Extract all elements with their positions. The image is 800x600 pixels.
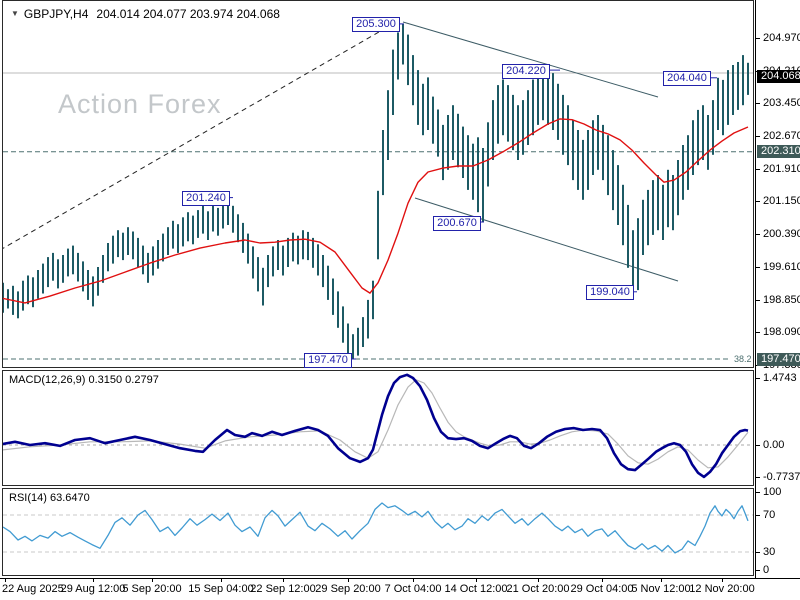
- price-annotation-label[interactable]: 204.040: [663, 71, 711, 87]
- macd-tick-label: 0.00: [763, 439, 785, 451]
- time-tick-label: 29 Oct 04:00: [570, 583, 634, 595]
- time-tick-label: 29 Aug 12:00: [60, 583, 126, 595]
- level-lines: 38.2: [3, 72, 753, 364]
- rsi-line: [3, 502, 749, 554]
- rsi-tick-label: 70: [763, 509, 776, 521]
- price-tick-label: 200.390: [763, 228, 800, 240]
- time-tick: [93, 579, 94, 582]
- axis-tick: [756, 570, 760, 571]
- axis-tick: [756, 332, 760, 333]
- axis-tick: [756, 38, 760, 39]
- time-tick-label: 29 Sep 20:00: [315, 583, 381, 595]
- macd-indicator-label: MACD(12,26,9) 0.3150 0.2797: [9, 374, 159, 386]
- trendlines: [3, 20, 679, 282]
- rsi-panel[interactable]: RSI(14) 63.6470: [2, 488, 754, 576]
- price-axis[interactable]: 204.970204.210203.450202.670201.910201.1…: [755, 0, 800, 578]
- price-annotation-label[interactable]: 199.040: [586, 285, 634, 301]
- time-tick-label: 21 Oct 20:00: [506, 583, 570, 595]
- watermark: Action Forex: [58, 89, 222, 119]
- price-annotation-label[interactable]: 201.240: [182, 191, 230, 207]
- time-tick: [722, 579, 723, 582]
- axis-tick: [756, 300, 760, 301]
- time-tick: [5, 579, 6, 582]
- moving-average-line: [3, 118, 749, 304]
- descending-trendline[interactable]: [414, 197, 679, 282]
- macd-signal-line: [3, 379, 749, 469]
- price-tick-label: 202.670: [763, 130, 800, 142]
- time-tick-label: 7 Oct 04:00: [384, 583, 442, 595]
- time-tick: [221, 579, 222, 582]
- axis-tick: [756, 365, 760, 366]
- price-annotation-label[interactable]: 197.470: [304, 352, 352, 368]
- ascending-dashed-trendline[interactable]: [3, 20, 399, 250]
- price-tick-label: 204.970: [763, 32, 800, 44]
- time-tick-label: 15 Sep 04:00: [188, 583, 254, 595]
- time-tick: [538, 579, 539, 582]
- axis-tick: [756, 103, 760, 104]
- time-tick-label: 22 Aug 2025: [2, 583, 64, 595]
- time-tick: [476, 579, 477, 582]
- time-tick: [602, 579, 603, 582]
- time-axis[interactable]: 22 Aug 2025 29 Aug 12:00 5 Sep 20:00 15 Sep…: [0, 578, 800, 600]
- macd-tick-label: 1.4743: [763, 372, 797, 384]
- axis-tick: [756, 552, 760, 553]
- rsi-tick-label: 100: [763, 486, 782, 498]
- axis-tick: [756, 267, 760, 268]
- time-tick: [661, 579, 662, 582]
- price-annotation-label[interactable]: 205.300: [352, 17, 400, 33]
- rsi-canvas[interactable]: [3, 489, 753, 575]
- time-tick-label: 5 Sep 20:00: [122, 583, 182, 595]
- descending-trendline[interactable]: [402, 21, 659, 98]
- time-tick: [413, 579, 414, 582]
- axis-tick: [756, 515, 760, 516]
- price-badge: 204.068: [757, 70, 800, 84]
- time-tick-label: 14 Oct 12:00: [444, 583, 508, 595]
- price-tick-label: 198.850: [763, 294, 800, 306]
- macd-main-line: [3, 373, 749, 479]
- price-tick-label: 198.090: [763, 326, 800, 338]
- time-tick-label: 22 Sep 12:00: [250, 583, 316, 595]
- time-tick: [152, 579, 153, 582]
- time-tick: [348, 579, 349, 582]
- axis-tick: [756, 201, 760, 202]
- symbol-timeframe-label: GBPJPY,H4: [23, 7, 89, 21]
- macd-canvas[interactable]: [3, 371, 753, 485]
- price-tick-label: 203.450: [763, 97, 800, 109]
- axis-tick: [756, 378, 760, 379]
- axis-tick: [756, 169, 760, 170]
- price-annotation-label[interactable]: 204.220: [502, 63, 550, 79]
- time-tick-label: 12 Nov 20:00: [689, 583, 755, 595]
- axis-tick: [756, 492, 760, 493]
- price-chart-canvas[interactable]: 38.2: [3, 1, 753, 367]
- axis-tick: [756, 234, 760, 235]
- price-tick-label: 201.150: [763, 195, 800, 207]
- price-tick-label: 199.610: [763, 261, 800, 273]
- time-tick: [283, 579, 284, 582]
- price-badge: 197.470: [757, 352, 800, 366]
- rsi-tick-label: 30: [763, 546, 776, 558]
- ohlc-values: 204.014 204.077 203.974 204.068: [96, 7, 280, 21]
- rsi-indicator-label: RSI(14) 63.6470: [9, 492, 90, 504]
- axis-tick: [756, 136, 760, 137]
- ohlc-bars: [3, 23, 749, 359]
- axis-tick: [756, 445, 760, 446]
- time-tick-label: 5 Nov 12:00: [631, 583, 691, 595]
- axis-tick: [756, 477, 760, 478]
- macd-tick-label: -0.7737: [763, 471, 800, 483]
- price-tick-label: 201.910: [763, 163, 800, 175]
- price-badge: 202.310: [757, 145, 800, 159]
- symbol-dropdown-icon[interactable]: ▼: [11, 9, 19, 18]
- main-chart-panel[interactable]: 38.2 ▼ GBPJPY,H4 204.014 204.077 203.974 2…: [2, 0, 754, 368]
- chart-title: ▼ GBPJPY,H4 204.014 204.077 203.974 204.06…: [11, 7, 280, 21]
- macd-panel[interactable]: MACD(12,26,9) 0.3150 0.2797: [2, 370, 754, 486]
- rsi-tick-label: 0: [763, 564, 770, 576]
- price-annotation-label[interactable]: 200.670: [433, 215, 481, 231]
- fib-level-label: 38.2: [734, 354, 752, 364]
